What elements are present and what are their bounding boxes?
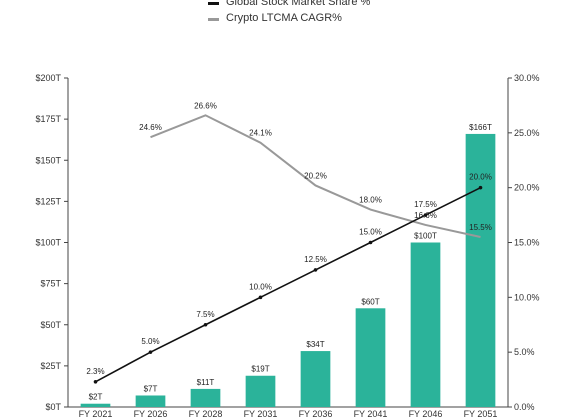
share-point	[368, 240, 373, 245]
cagr-point-label: 24.1%	[249, 129, 272, 138]
share-point	[148, 350, 153, 354]
share-point-label: 12.5%	[304, 255, 327, 264]
y-right-tick-label: 5.0%	[514, 347, 535, 357]
share-point	[423, 213, 428, 217]
bar-value-label: $34T	[306, 340, 324, 349]
x-tick-label: FY 2041	[354, 409, 388, 417]
y-left-tick-label: $200T	[35, 73, 61, 83]
bar-value-label: $60T	[361, 297, 379, 306]
bar	[410, 242, 441, 407]
y-left-tick-label: $0T	[45, 402, 61, 412]
y-right-tick-label: 30.0%	[514, 73, 540, 83]
y-right-tick-label: 0.0%	[514, 402, 535, 412]
share-point-label: 15.0%	[359, 228, 382, 237]
y-left-tick-label: $125T	[35, 196, 61, 206]
bar-value-label: $166T	[469, 123, 492, 132]
y-left-tick-label: $100T	[35, 238, 61, 248]
cagr-point-label: 20.2%	[304, 171, 327, 180]
cagr-point-label: 18.0%	[359, 196, 382, 205]
cagr-point-label: 15.5%	[469, 223, 492, 232]
bar-value-label: $2T	[89, 393, 103, 402]
y-left-tick-label: $50T	[40, 320, 61, 330]
y-left-tick-label: $175T	[35, 114, 61, 124]
bar-value-label: $19T	[251, 365, 269, 374]
cagr-series-line	[150, 114, 481, 238]
share-point	[203, 322, 208, 327]
bar-value-label: $7T	[144, 384, 158, 393]
x-tick-label: FY 2026	[134, 409, 168, 417]
bar	[465, 133, 496, 407]
x-tick-label: FY 2031	[244, 409, 278, 417]
x-tick-label: FY 2021	[79, 409, 113, 417]
cagr-point-label: 24.6%	[139, 123, 162, 132]
bar	[355, 308, 386, 407]
x-tick-label: FY 2028	[189, 409, 223, 417]
share-point	[478, 185, 483, 190]
share-point-label: 17.5%	[414, 200, 437, 209]
bar-value-label: $11T	[197, 378, 215, 387]
share-point	[258, 295, 263, 300]
bar	[300, 351, 331, 407]
share-point-label: 7.5%	[196, 310, 214, 319]
share-point-label: 20.0%	[469, 173, 492, 182]
legend-swatch-share	[208, 2, 219, 5]
cagr-point-label: 26.6%	[194, 101, 217, 110]
y-right-tick-label: 15.0%	[514, 238, 540, 248]
x-tick-label: FY 2036	[299, 409, 333, 417]
y-right-tick-label: 25.0%	[514, 128, 540, 138]
y-left-tick-label: $150T	[35, 155, 61, 165]
bar	[245, 375, 276, 407]
share-point	[313, 268, 318, 272]
share-point-label: 2.3%	[86, 367, 104, 376]
share-point-label: 10.0%	[249, 282, 272, 291]
bar	[135, 395, 166, 407]
x-tick-label: FY 2046	[409, 409, 443, 417]
bar	[190, 388, 221, 407]
y-right-tick-label: 20.0%	[514, 183, 540, 193]
y-right-tick-label: 10.0%	[514, 292, 540, 302]
bar-value-label: $100T	[414, 232, 437, 241]
share-series-line	[95, 186, 481, 383]
share-point	[93, 379, 98, 384]
x-tick-label: FY 2051	[464, 409, 498, 417]
y-left-tick-label: $75T	[40, 279, 61, 289]
legend-label-share: Global Stock Market Share %	[226, 0, 371, 8]
legend-label-cagr: Crypto LTCMA CAGR%	[226, 12, 342, 24]
share-point-label: 5.0%	[141, 337, 159, 346]
y-left-tick-label: $25T	[40, 361, 61, 371]
bar	[80, 403, 111, 407]
legend-swatch-cagr	[208, 18, 219, 21]
